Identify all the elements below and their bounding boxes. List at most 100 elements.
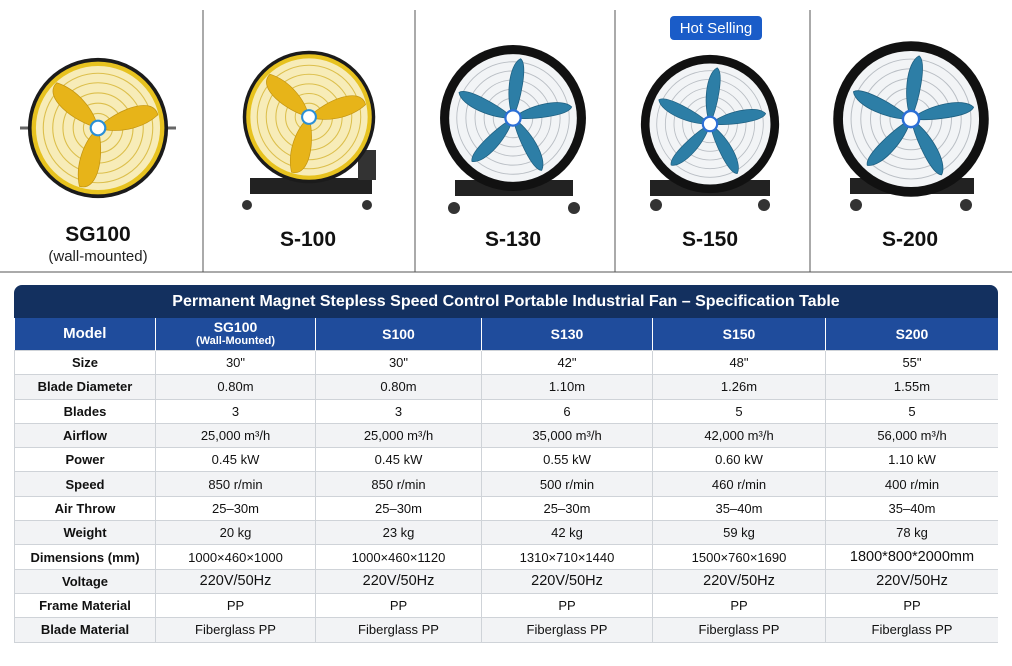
cell: 0.80m xyxy=(155,374,316,400)
row-label: Speed xyxy=(14,471,156,497)
cell: 1.10m xyxy=(481,374,653,400)
cell: 6 xyxy=(481,398,653,424)
cell: 5 xyxy=(652,398,826,424)
cell: 220V/50Hz xyxy=(481,568,653,594)
row-label: Voltage xyxy=(14,568,156,594)
product-name: SG100 xyxy=(65,223,130,246)
cell: PP xyxy=(481,592,653,619)
fan-image xyxy=(832,40,990,211)
cell: 0.55 kW xyxy=(481,447,653,473)
cell: 1.55m xyxy=(825,374,998,400)
cell: 5 xyxy=(825,398,998,424)
row-label: Size xyxy=(14,349,156,376)
header-text: S200 xyxy=(895,326,929,342)
cell: 850 r/min xyxy=(155,471,316,497)
header-cell: S100 xyxy=(315,318,482,351)
header-text: SG100 xyxy=(213,319,258,335)
row-label: Air Throw xyxy=(14,495,156,522)
cell: PP xyxy=(155,592,316,619)
cell: 460 r/min xyxy=(652,471,826,497)
badge xyxy=(670,16,762,40)
cell: 55" xyxy=(825,349,998,376)
table-row: Dimensions (mm) 1000×460×1000 1000×460×112… xyxy=(14,544,998,570)
row-label: Dimensions (mm) xyxy=(14,544,156,570)
header-text: S150 xyxy=(722,326,756,342)
cell: 56,000 m³/h xyxy=(825,422,998,449)
table-row: Frame Material PP PP PP PP PP xyxy=(14,592,998,619)
table: Model SG100 (Wall-Mounted) S100 S130 S150 S200… xyxy=(14,318,998,643)
cell: 48" xyxy=(652,349,826,376)
cell: 20 kg xyxy=(155,520,316,546)
cell: 25–30m xyxy=(315,495,482,522)
badge-text: Hot Selling xyxy=(680,20,753,37)
cell: 25,000 m³/h xyxy=(155,422,316,449)
cell: 1500×760×1690 xyxy=(652,544,826,570)
cell: 0.60 kW xyxy=(652,447,826,473)
cell: PP xyxy=(315,592,482,619)
cell: Fiberglass PP xyxy=(315,617,482,643)
table-title: Permanent Magnet Stepless Speed Control … xyxy=(14,285,998,318)
table-row: Size 30" 30" 42" 48" 55" xyxy=(14,349,998,376)
row-label: Blade Diameter xyxy=(14,374,156,400)
table-row: Blade Material Fiberglass PP Fiberglass PP… xyxy=(14,617,998,643)
fan-image xyxy=(20,56,176,200)
cell: 0.45 kW xyxy=(315,447,482,473)
header-cell: S200 xyxy=(825,318,998,351)
cell: 1.10 kW xyxy=(825,447,998,473)
cell: 500 r/min xyxy=(481,471,653,497)
header-text: S100 xyxy=(382,326,415,342)
cell: Fiberglass PP xyxy=(481,617,653,643)
cell: 35–40m xyxy=(652,495,826,522)
cell: 42" xyxy=(481,349,653,376)
cell: 35,000 m³/h xyxy=(481,422,653,449)
cell: 3 xyxy=(315,398,482,424)
row-label: Blade Material xyxy=(14,617,156,643)
cell: 25–30m xyxy=(481,495,653,522)
table-row: Blade Diameter 0.80m 0.80m 1.10m 1.26m 1.55m xyxy=(14,374,998,400)
cell: 30" xyxy=(315,349,482,376)
cell: 42 kg xyxy=(481,520,653,546)
product-name: S-130 xyxy=(485,228,541,251)
cell: 220V/50Hz xyxy=(825,568,998,594)
cell: Fiberglass PP xyxy=(155,617,316,643)
table-row: Speed 850 r/min 850 r/min 500 r/min 460 r/mi… xyxy=(14,471,998,497)
header-cell: S130 xyxy=(481,318,653,351)
cell: 23 kg xyxy=(315,520,482,546)
cell: 1.26m xyxy=(652,374,826,400)
cell: 0.80m xyxy=(315,374,482,400)
row-label: Frame Material xyxy=(14,592,156,619)
row-label: Airflow xyxy=(14,422,156,449)
product-note: (wall-mounted) xyxy=(48,248,147,265)
cell: 78 kg xyxy=(825,520,998,546)
fan-image xyxy=(639,53,781,211)
cell: 1000×460×1000 xyxy=(155,544,316,570)
table-row: Airflow 25,000 m³/h 25,000 m³/h 35,000 m³/h… xyxy=(14,422,998,449)
row-label: Weight xyxy=(14,520,156,546)
cell: Fiberglass PP xyxy=(825,617,998,643)
header-cell: SG100 (Wall-Mounted) xyxy=(155,318,316,351)
row-label: Blades xyxy=(14,398,156,424)
table-row: Blades 3 3 6 5 5 xyxy=(14,398,998,424)
product-name: S-100 xyxy=(280,228,336,251)
cell: 59 kg xyxy=(652,520,826,546)
cell: 850 r/min xyxy=(315,471,482,497)
cell: 1310×710×1440 xyxy=(481,544,653,570)
table-row: Weight 20 kg 23 kg 42 kg 59 kg 78 kg xyxy=(14,520,998,546)
cell: 25,000 m³/h xyxy=(315,422,482,449)
header-text: S130 xyxy=(550,326,584,342)
row-label: Power xyxy=(14,447,156,473)
spec-table: Permanent Magnet Stepless Speed Control … xyxy=(14,285,998,643)
header-row: Model SG100 (Wall-Mounted) S100 S130 S150 S200 xyxy=(14,318,998,351)
cell: 30" xyxy=(155,349,316,376)
cell: 42,000 m³/h xyxy=(652,422,826,449)
header-note: (Wall-Mounted) xyxy=(195,335,275,347)
cell: 0.45 kW xyxy=(155,447,316,473)
product-strip: Hot Selling SG100 (wall-mounted) S-100 S… xyxy=(0,10,1012,273)
cell: 220V/50Hz xyxy=(315,568,482,594)
cell: PP xyxy=(825,592,998,619)
dividers xyxy=(0,10,1012,273)
table-row: Voltage 220V/50Hz 220V/50Hz 220V/50Hz 220V/5… xyxy=(14,568,998,594)
header-cell: Model xyxy=(14,318,156,351)
header-text: Model xyxy=(63,325,107,342)
